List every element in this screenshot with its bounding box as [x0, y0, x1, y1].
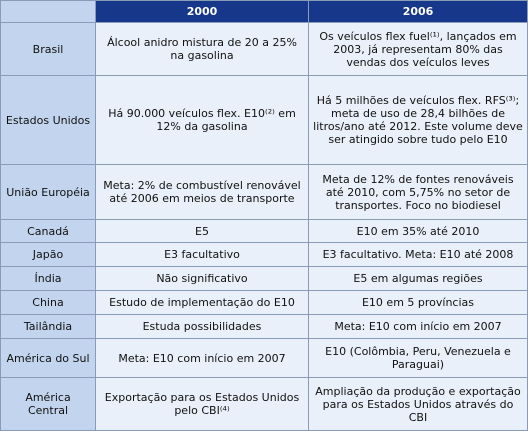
policy-cell: Meta: E10 com início em 2007: [95, 338, 309, 378]
policy-cell: Álcool anidro mistura de 20 a 25% na gas…: [95, 22, 309, 76]
country-cell: União Européia: [0, 164, 96, 220]
table-row: Tailândia Estuda possibilidades Meta: E10 …: [0, 314, 528, 339]
policy-cell: E5 em algumas regiões: [308, 266, 528, 291]
policy-cell: E10 em 35% até 2010: [308, 219, 528, 243]
country-cell: América Central: [0, 377, 96, 431]
policy-cell: Estuda possibilidades: [95, 314, 309, 339]
policy-cell: Estudo de implementação do E10: [95, 290, 309, 315]
policy-cell: Meta de 12% de fontes renováveis até 201…: [308, 164, 528, 220]
table-row: Estados Unidos Há 90.000 veículos flex. E…: [0, 75, 528, 165]
country-cell: Tailândia: [0, 314, 96, 339]
policy-cell: E3 facultativo: [95, 242, 309, 267]
policy-cell: E10 em 5 províncias: [308, 290, 528, 315]
policy-cell: Os veículos flex fuel⁽¹⁾, lançados em 20…: [308, 22, 528, 76]
policy-cell: E5: [95, 219, 309, 243]
table-row: Índia Não significativo E5 em algumas regi…: [0, 266, 528, 291]
table-row: América do Sul Meta: E10 com início em 20…: [0, 338, 528, 378]
header-cell: 2000: [95, 0, 309, 23]
table-row: Japão E3 facultativo E3 facultativo. Meta:…: [0, 242, 528, 267]
corner-cell: [0, 0, 96, 23]
table-row: Brasil Álcool anidro mistura de 20 a 25% …: [0, 22, 528, 76]
country-cell: Canadá: [0, 219, 96, 243]
policy-cell: Exportação para os Estados Unidos pelo C…: [95, 377, 309, 431]
country-cell: Brasil: [0, 22, 96, 76]
policy-cell: Meta: 2% de combustível renovável até 20…: [95, 164, 309, 220]
country-cell: Japão: [0, 242, 96, 267]
policy-cell: Há 90.000 veículos flex. E10⁽²⁾ em 12% d…: [95, 75, 309, 165]
policy-cell: E10 (Colômbia, Peru, Venezuela e Paragua…: [308, 338, 528, 378]
header-row: 2000 2006: [0, 0, 528, 23]
policy-cell: Ampliação da produção e exportação para …: [308, 377, 528, 431]
country-cell: China: [0, 290, 96, 315]
header-cell: 2006: [308, 0, 528, 23]
table-row: América Central Exportação para os Estado…: [0, 377, 528, 431]
country-cell: Índia: [0, 266, 96, 291]
policy-cell: E3 facultativo. Meta: E10 até 2008: [308, 242, 528, 267]
country-cell: Estados Unidos: [0, 75, 96, 165]
table-row: China Estudo de implementação do E10 E10 e…: [0, 290, 528, 315]
table-row: União Européia Meta: 2% de combustível re…: [0, 164, 528, 220]
policy-cell: Há 5 milhões de veículos flex. RFS⁽³⁾; m…: [308, 75, 528, 165]
table-row: Canadá E5 E10 em 35% até 2010: [0, 219, 528, 243]
policy-cell: Meta: E10 com início em 2007: [308, 314, 528, 339]
policy-cell: Não significativo: [95, 266, 309, 291]
country-cell: América do Sul: [0, 338, 96, 378]
